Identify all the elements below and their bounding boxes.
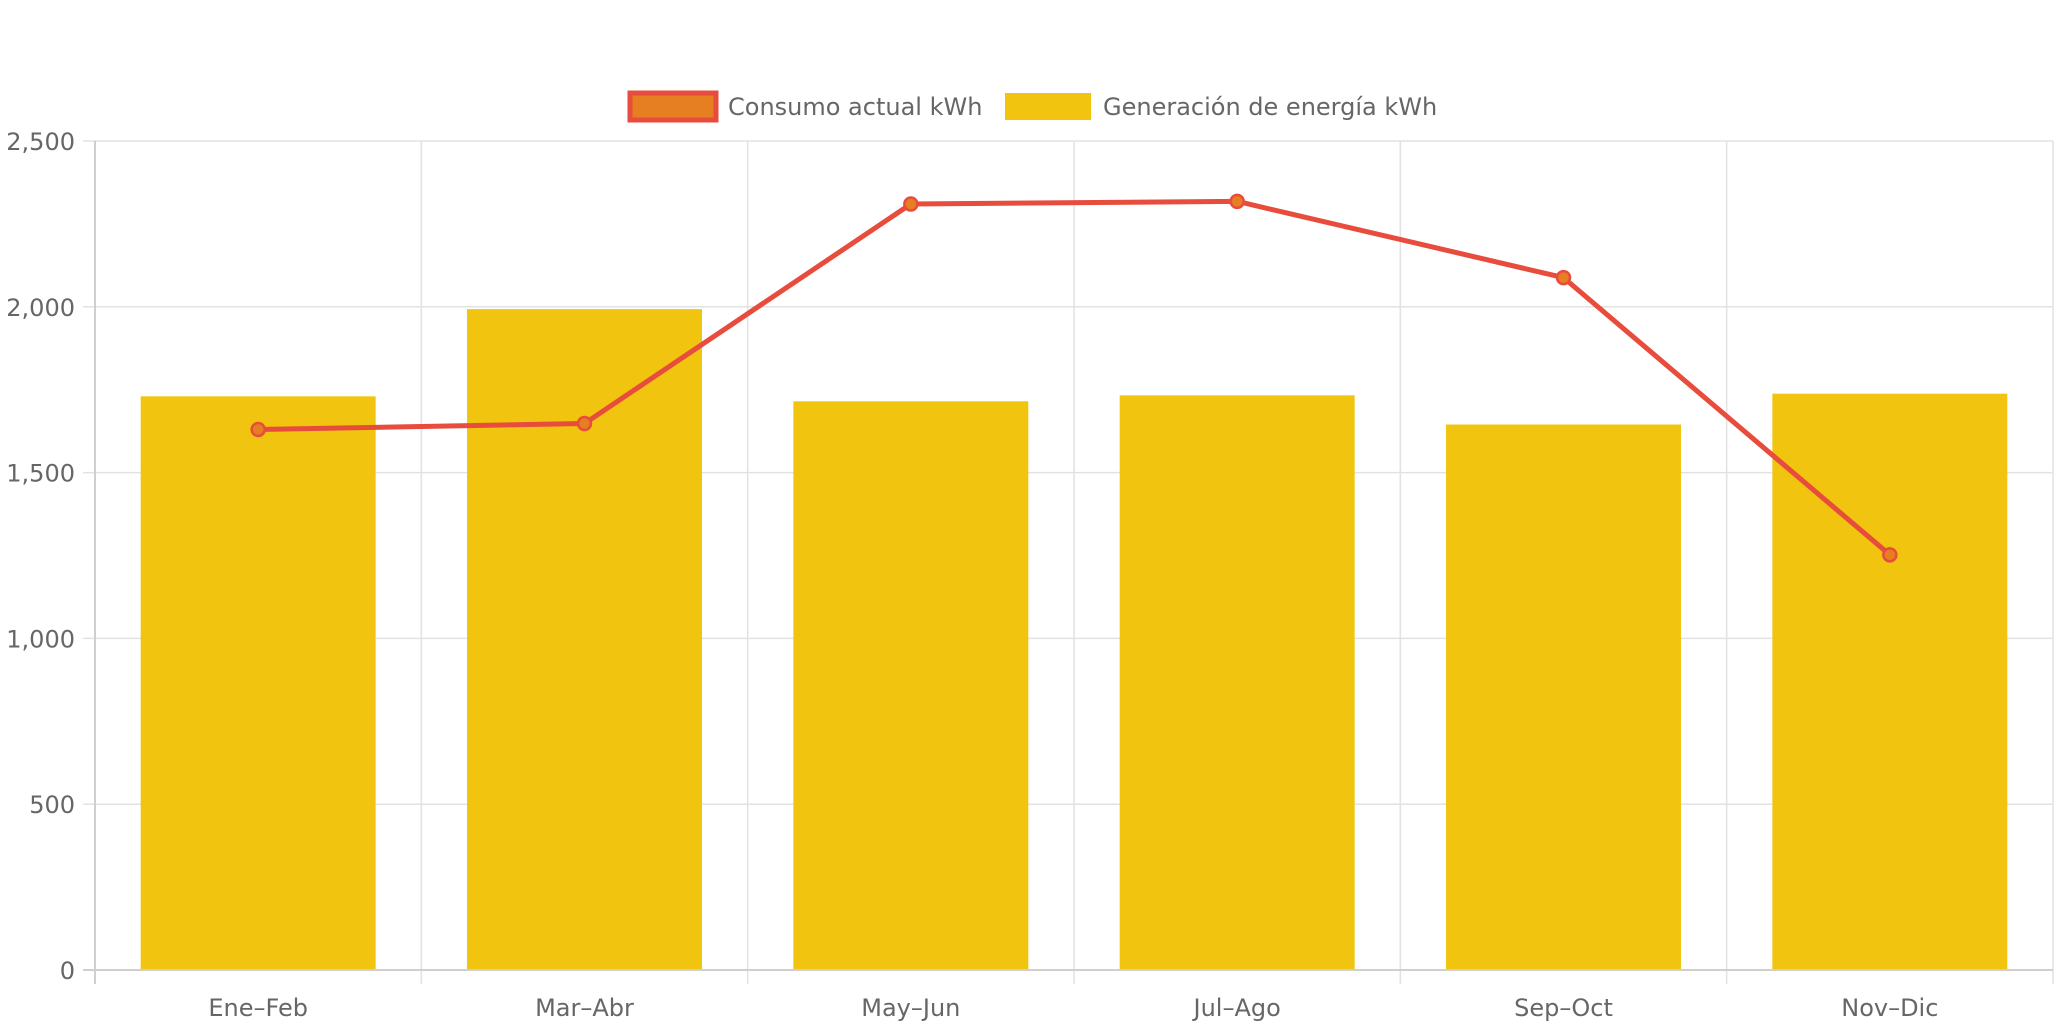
bar-2[interactable] (793, 401, 1029, 970)
line-series-consumo (250, 193, 1898, 563)
line-point-3[interactable] (1229, 193, 1245, 210)
axes (83, 141, 2053, 984)
x-tick-label-2: May–Jun (861, 994, 960, 1022)
line-point-4[interactable] (1555, 269, 1572, 286)
x-tick-label-4: Sep–Oct (1514, 994, 1613, 1022)
y-tick-label-3: 1,500 (6, 460, 75, 488)
grid-lines (83, 140, 2054, 984)
y-tick-label-1: 500 (29, 791, 75, 819)
line-point-0[interactable] (250, 421, 266, 438)
y-axis-ticks: 0 500 1,000 1,500 2,000 2,500 (6, 128, 75, 985)
x-tick-label-3: Jul–Ago (1192, 994, 1281, 1022)
legend-swatch-generacion (1005, 93, 1091, 120)
bar-0[interactable] (140, 396, 376, 970)
x-tick-label-5: Nov–Dic (1841, 994, 1938, 1022)
bar-3[interactable] (1119, 395, 1355, 971)
legend[interactable]: Consumo actual kWh Generación de energía… (627, 90, 1437, 123)
line-point-2[interactable] (903, 196, 919, 212)
legend-label-generacion: Generación de energía kWh (1103, 93, 1437, 121)
x-tick-label-1: Mar–Abr (535, 994, 634, 1022)
bar-1[interactable] (467, 309, 702, 970)
bar-5[interactable] (1772, 393, 2008, 970)
bar-series-generacion (140, 309, 2008, 971)
legend-swatch-consumo (627, 90, 719, 123)
legend-item-consumo[interactable]: Consumo actual kWh (627, 90, 982, 123)
bar-4[interactable] (1446, 424, 1681, 970)
legend-item-generacion[interactable]: Generación de energía kWh (1005, 93, 1437, 121)
legend-label-consumo: Consumo actual kWh (728, 93, 982, 121)
line-path (255, 198, 1893, 558)
line-point-1[interactable] (576, 415, 593, 432)
line-point-5[interactable] (1882, 547, 1898, 563)
y-tick-label-5: 2,500 (6, 128, 75, 156)
y-tick-label-4: 2,000 (6, 294, 75, 322)
y-tick-label-0: 0 (60, 957, 75, 985)
x-tick-label-0: Ene–Feb (208, 994, 308, 1022)
y-tick-label-2: 1,000 (6, 625, 75, 653)
x-axis-ticks: Ene–Feb Mar–Abr May–Jun Jul–Ago Sep–Oct Nov–D… (208, 994, 1938, 1022)
